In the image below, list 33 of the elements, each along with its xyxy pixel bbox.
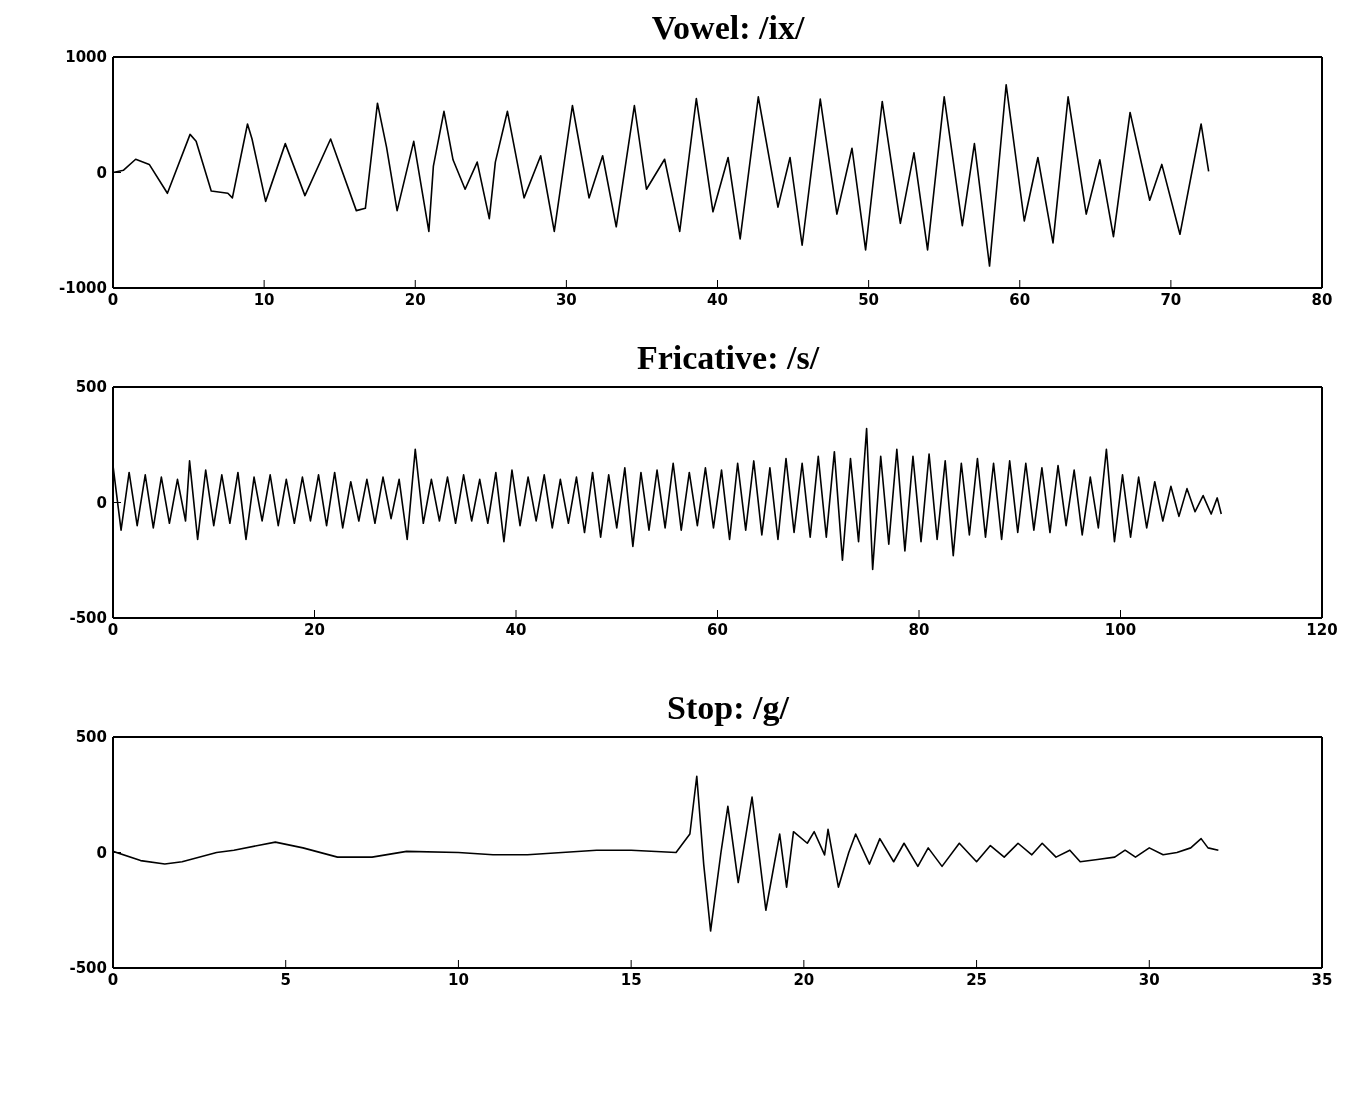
x-tick-label: 20 [793, 970, 815, 989]
y-tick-label: 500 [75, 728, 107, 747]
x-tick-label: 80 [1311, 290, 1333, 309]
y-tick-label: 500 [75, 378, 107, 397]
y-tick-label: 1000 [65, 48, 107, 67]
x-tick-label: 20 [304, 620, 325, 639]
x-tick-label: 50 [858, 290, 880, 309]
x-tick-label: 30 [1138, 970, 1160, 989]
chart-title: Stop: /g/ [666, 688, 790, 728]
x-tick-label: 100 [1104, 620, 1137, 639]
x-tick-label: 15 [620, 970, 642, 989]
y-tick-label: -1000 [59, 279, 107, 298]
x-tick-label: 40 [505, 620, 527, 639]
y-tick-label: -500 [69, 609, 107, 628]
x-tick-label: 40 [707, 290, 728, 309]
x-tick-label: 30 [555, 290, 577, 309]
y-tick-label: 0 [96, 843, 107, 862]
x-tick-label: 10 [447, 970, 469, 989]
x-tick-label: 5 [280, 970, 291, 989]
x-tick-label: 20 [404, 290, 426, 309]
chart-title: Fricative: /s/ [635, 338, 821, 378]
y-tick-label: -500 [69, 959, 107, 978]
x-tick-label: 25 [966, 970, 988, 989]
x-tick-label: 35 [1311, 970, 1333, 989]
y-tick-label: 0 [96, 493, 107, 512]
x-tick-label: 10 [253, 290, 275, 309]
x-tick-label: 70 [1160, 290, 1182, 309]
x-tick-label: 60 [707, 620, 728, 639]
x-tick-label: 120 [1306, 620, 1338, 639]
y-tick-label: 0 [96, 163, 107, 182]
chart-title: Vowel: /ix/ [650, 8, 806, 48]
x-tick-label: 80 [908, 620, 930, 639]
x-tick-label: 60 [1009, 290, 1031, 309]
